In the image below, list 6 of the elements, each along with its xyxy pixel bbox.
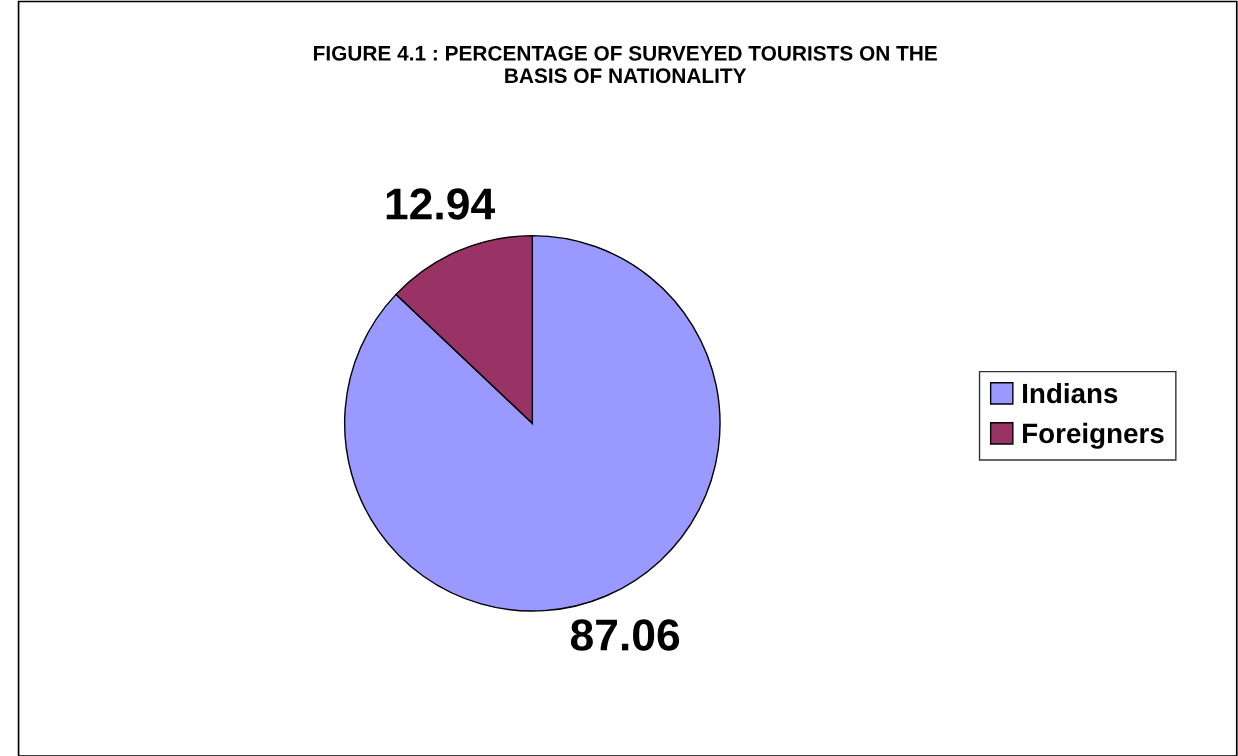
data-label: 12.94: [386, 188, 495, 220]
legend-label: Indians: [1023, 382, 1118, 404]
chart-title: FIGURE 4.1 : PERCENTAGE OF SURVEYED TOURISTS ON THE BASIS OF NATIONALITY: [314, 45, 937, 84]
data-label: 87.06: [570, 619, 680, 651]
pie-slice: [343, 234, 721, 612]
legend-label: Foreigners: [1023, 422, 1164, 449]
